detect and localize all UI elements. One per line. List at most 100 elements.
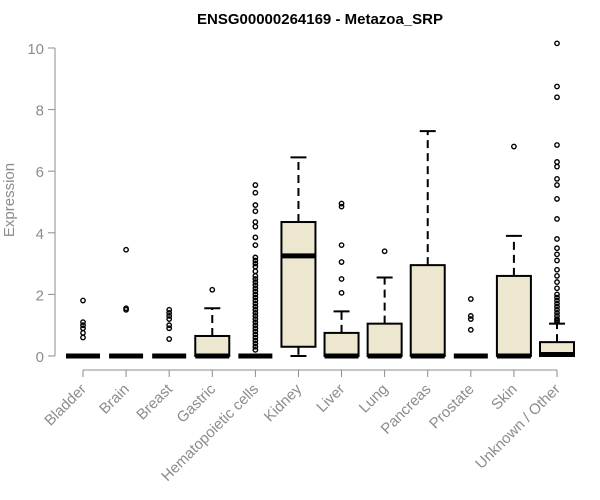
outlier-point xyxy=(554,303,560,310)
x-tick-label: Breast xyxy=(133,380,176,423)
outlier-point xyxy=(166,322,173,329)
outlier-point xyxy=(252,303,259,310)
box-group xyxy=(366,248,403,359)
outlier-point xyxy=(252,254,259,261)
x-tick-label: Bladder xyxy=(41,381,90,430)
outlier-point xyxy=(252,297,259,304)
outlier-point xyxy=(252,322,259,329)
box-group xyxy=(409,130,446,359)
outlier-point xyxy=(467,296,474,302)
outlier-point xyxy=(554,319,560,326)
outlier-point xyxy=(80,334,86,341)
box xyxy=(280,221,317,348)
box-group xyxy=(109,246,144,359)
outlier-point xyxy=(511,143,517,150)
outlier-point xyxy=(554,163,560,170)
outlier-point xyxy=(252,337,259,344)
outlier-point xyxy=(166,336,173,342)
outlier-point xyxy=(554,251,560,258)
outlier-point xyxy=(252,340,259,347)
outlier-point xyxy=(554,309,560,316)
outlier-point xyxy=(554,142,560,148)
boxes-layer xyxy=(66,40,575,359)
outlier-point xyxy=(554,297,560,304)
outlier-point xyxy=(252,260,259,267)
x-tick-label: Prostate xyxy=(426,381,478,433)
outlier-point xyxy=(252,328,259,335)
outlier-point xyxy=(166,325,173,332)
outlier-point xyxy=(252,242,259,249)
outlier-point xyxy=(252,306,259,313)
outlier-point xyxy=(80,297,86,304)
outlier-point xyxy=(554,182,560,188)
outlier-point xyxy=(338,203,345,210)
outlier-point xyxy=(338,259,345,265)
outlier-point xyxy=(554,294,560,301)
outlier-point xyxy=(467,326,474,333)
x-tick-label: Lung xyxy=(356,381,392,417)
outlier-point xyxy=(252,313,259,319)
chart-title: ENSG00000264169 - Metazoa_SRP xyxy=(197,11,443,28)
outlier-point xyxy=(554,273,560,279)
outlier-point xyxy=(252,343,259,350)
y-tick-label: 2 xyxy=(36,287,44,304)
outlier-point xyxy=(252,234,259,241)
outlier-point xyxy=(252,325,259,332)
outlier-point xyxy=(554,83,560,90)
outlier-point xyxy=(338,200,345,207)
outlier-point xyxy=(252,288,259,295)
outlier-point xyxy=(554,94,560,101)
outlier-point xyxy=(252,316,259,322)
outlier-point xyxy=(252,331,259,338)
outlier-point xyxy=(209,286,216,293)
outlier-point xyxy=(381,248,388,255)
box-group xyxy=(495,143,532,359)
outlier-point xyxy=(554,285,560,292)
outlier-point xyxy=(252,263,259,270)
outlier-point xyxy=(554,306,560,313)
x-tick-label: Brain xyxy=(96,381,133,418)
outlier-point xyxy=(554,300,560,307)
box xyxy=(323,331,360,357)
outlier-point xyxy=(252,300,259,307)
y-axis: 0 2 4 6 8 10 xyxy=(27,41,56,366)
x-tick-label: Skin xyxy=(488,381,521,414)
outlier-point xyxy=(554,159,560,165)
outlier-point xyxy=(252,291,259,298)
outlier-point xyxy=(467,313,474,319)
box-group xyxy=(453,296,488,359)
outlier-point xyxy=(80,329,86,336)
outlier-point xyxy=(80,322,86,329)
outlier-point xyxy=(252,223,259,230)
outlier-point xyxy=(252,282,259,289)
box-group xyxy=(66,297,100,359)
box xyxy=(366,322,403,358)
outlier-point xyxy=(123,306,129,313)
outlier-point xyxy=(554,40,560,47)
x-tick-label: Kidney xyxy=(261,380,306,425)
box-group xyxy=(152,306,187,359)
outlier-point xyxy=(123,246,129,253)
outlier-point xyxy=(80,325,86,332)
box xyxy=(194,334,231,358)
outlier-point xyxy=(252,202,259,208)
y-tick-label: 4 xyxy=(36,226,44,243)
outlier-point xyxy=(252,309,259,316)
outlier-point xyxy=(166,306,173,313)
outlier-point xyxy=(252,279,259,285)
outlier-point xyxy=(166,316,173,322)
outlier-point xyxy=(80,319,86,326)
outlier-point xyxy=(252,268,259,275)
outlier-point xyxy=(252,285,259,292)
outlier-point xyxy=(252,276,259,282)
outlier-point xyxy=(252,189,259,196)
y-tick-label: 10 xyxy=(27,41,44,58)
box xyxy=(409,264,446,358)
outlier-point xyxy=(338,242,345,249)
outlier-point xyxy=(166,313,173,319)
box-group xyxy=(194,286,231,359)
outlier-point xyxy=(252,319,259,326)
outlier-point xyxy=(554,216,560,222)
box-group xyxy=(323,200,360,359)
